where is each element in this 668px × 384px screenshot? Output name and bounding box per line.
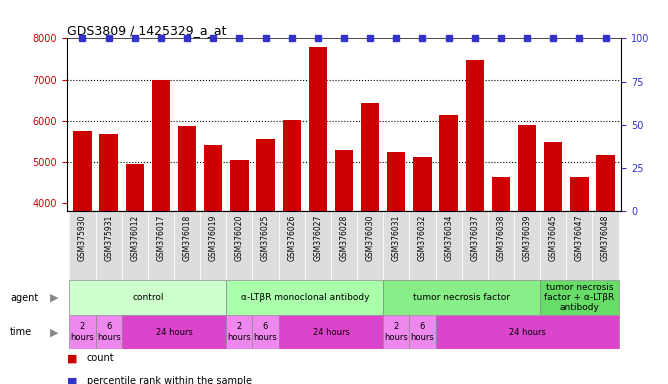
Bar	[357, 211, 383, 280]
Bar	[226, 315, 253, 349]
Bar	[540, 280, 619, 315]
Text: GSM376045: GSM376045	[548, 215, 558, 261]
Bar	[96, 211, 122, 280]
Text: GSM376037: GSM376037	[470, 215, 479, 261]
Bar	[361, 103, 379, 367]
Text: GSM376047: GSM376047	[575, 215, 584, 261]
Text: percentile rank within the sample: percentile rank within the sample	[87, 376, 252, 384]
Text: tumor necrosis factor: tumor necrosis factor	[413, 293, 510, 302]
Text: ▶: ▶	[50, 293, 59, 303]
Text: GSM375931: GSM375931	[104, 215, 113, 261]
Text: 24 hours: 24 hours	[156, 328, 192, 337]
Bar	[436, 315, 619, 349]
Bar	[69, 211, 96, 280]
Bar	[279, 315, 383, 349]
Bar	[253, 211, 279, 280]
Bar	[148, 211, 174, 280]
Text: α-LTβR monoclonal antibody: α-LTβR monoclonal antibody	[240, 293, 369, 302]
Text: count: count	[87, 353, 114, 363]
Bar	[253, 315, 279, 349]
Bar	[544, 142, 562, 367]
Bar	[488, 211, 514, 280]
Bar	[566, 211, 593, 280]
Bar	[514, 211, 540, 280]
Text: GSM376048: GSM376048	[601, 215, 610, 261]
Bar	[540, 211, 566, 280]
Bar	[409, 315, 436, 349]
Text: 6
hours: 6 hours	[411, 323, 434, 342]
Bar	[335, 150, 353, 367]
Text: GSM376031: GSM376031	[392, 215, 401, 261]
Text: GSM376019: GSM376019	[209, 215, 218, 261]
Text: GSM376038: GSM376038	[496, 215, 506, 261]
Bar	[570, 177, 589, 367]
Bar	[383, 280, 540, 315]
Text: ▶: ▶	[50, 327, 59, 337]
Bar	[174, 211, 200, 280]
Text: 24 hours: 24 hours	[508, 328, 546, 337]
Text: time: time	[10, 327, 32, 337]
Bar	[597, 155, 615, 367]
Text: GSM375930: GSM375930	[78, 215, 87, 261]
Bar	[409, 211, 436, 280]
Bar	[100, 134, 118, 367]
Text: 2
hours: 2 hours	[385, 323, 408, 342]
Bar	[279, 211, 305, 280]
Bar	[122, 315, 226, 349]
Text: GSM376028: GSM376028	[339, 215, 349, 261]
Bar	[126, 164, 144, 367]
Bar	[387, 152, 405, 367]
Text: control: control	[132, 293, 164, 302]
Bar	[518, 125, 536, 367]
Bar	[200, 211, 226, 280]
Bar	[69, 280, 226, 315]
Bar	[466, 60, 484, 367]
Text: GSM376017: GSM376017	[156, 215, 166, 261]
Bar	[383, 315, 409, 349]
Bar	[440, 114, 458, 367]
Text: GDS3809 / 1425329_a_at: GDS3809 / 1425329_a_at	[67, 24, 226, 37]
Text: GSM376026: GSM376026	[287, 215, 296, 261]
Text: 6
hours: 6 hours	[97, 323, 120, 342]
Text: GSM376030: GSM376030	[365, 215, 375, 261]
Bar	[305, 211, 331, 280]
Bar	[230, 160, 248, 367]
Text: 2
hours: 2 hours	[71, 323, 94, 342]
Bar	[226, 211, 253, 280]
Bar	[331, 211, 357, 280]
Text: 24 hours: 24 hours	[313, 328, 349, 337]
Bar	[383, 211, 409, 280]
Text: GSM376020: GSM376020	[235, 215, 244, 261]
Text: ■: ■	[67, 376, 77, 384]
Text: GSM376012: GSM376012	[130, 215, 140, 261]
Bar	[257, 139, 275, 367]
Text: GSM376034: GSM376034	[444, 215, 453, 261]
Bar	[492, 177, 510, 367]
Text: GSM376025: GSM376025	[261, 215, 270, 261]
Text: GSM376018: GSM376018	[182, 215, 192, 261]
Text: tumor necrosis
factor + α-LTβR
antibody: tumor necrosis factor + α-LTβR antibody	[544, 283, 615, 313]
Bar	[73, 131, 92, 367]
Bar	[226, 280, 383, 315]
Bar	[204, 144, 222, 367]
Bar	[69, 315, 96, 349]
Bar	[178, 126, 196, 367]
Bar	[96, 315, 122, 349]
Bar	[122, 211, 148, 280]
Bar	[462, 211, 488, 280]
Bar	[309, 48, 327, 367]
Text: 6
hours: 6 hours	[254, 323, 277, 342]
Bar	[152, 80, 170, 367]
Bar	[436, 211, 462, 280]
Text: GSM376032: GSM376032	[418, 215, 427, 261]
Text: GSM376039: GSM376039	[522, 215, 532, 261]
Bar	[593, 211, 619, 280]
Bar	[283, 120, 301, 367]
Bar	[413, 157, 432, 367]
Text: GSM376027: GSM376027	[313, 215, 323, 261]
Text: agent: agent	[10, 293, 38, 303]
Text: 2
hours: 2 hours	[228, 323, 251, 342]
Text: ■: ■	[67, 353, 77, 363]
